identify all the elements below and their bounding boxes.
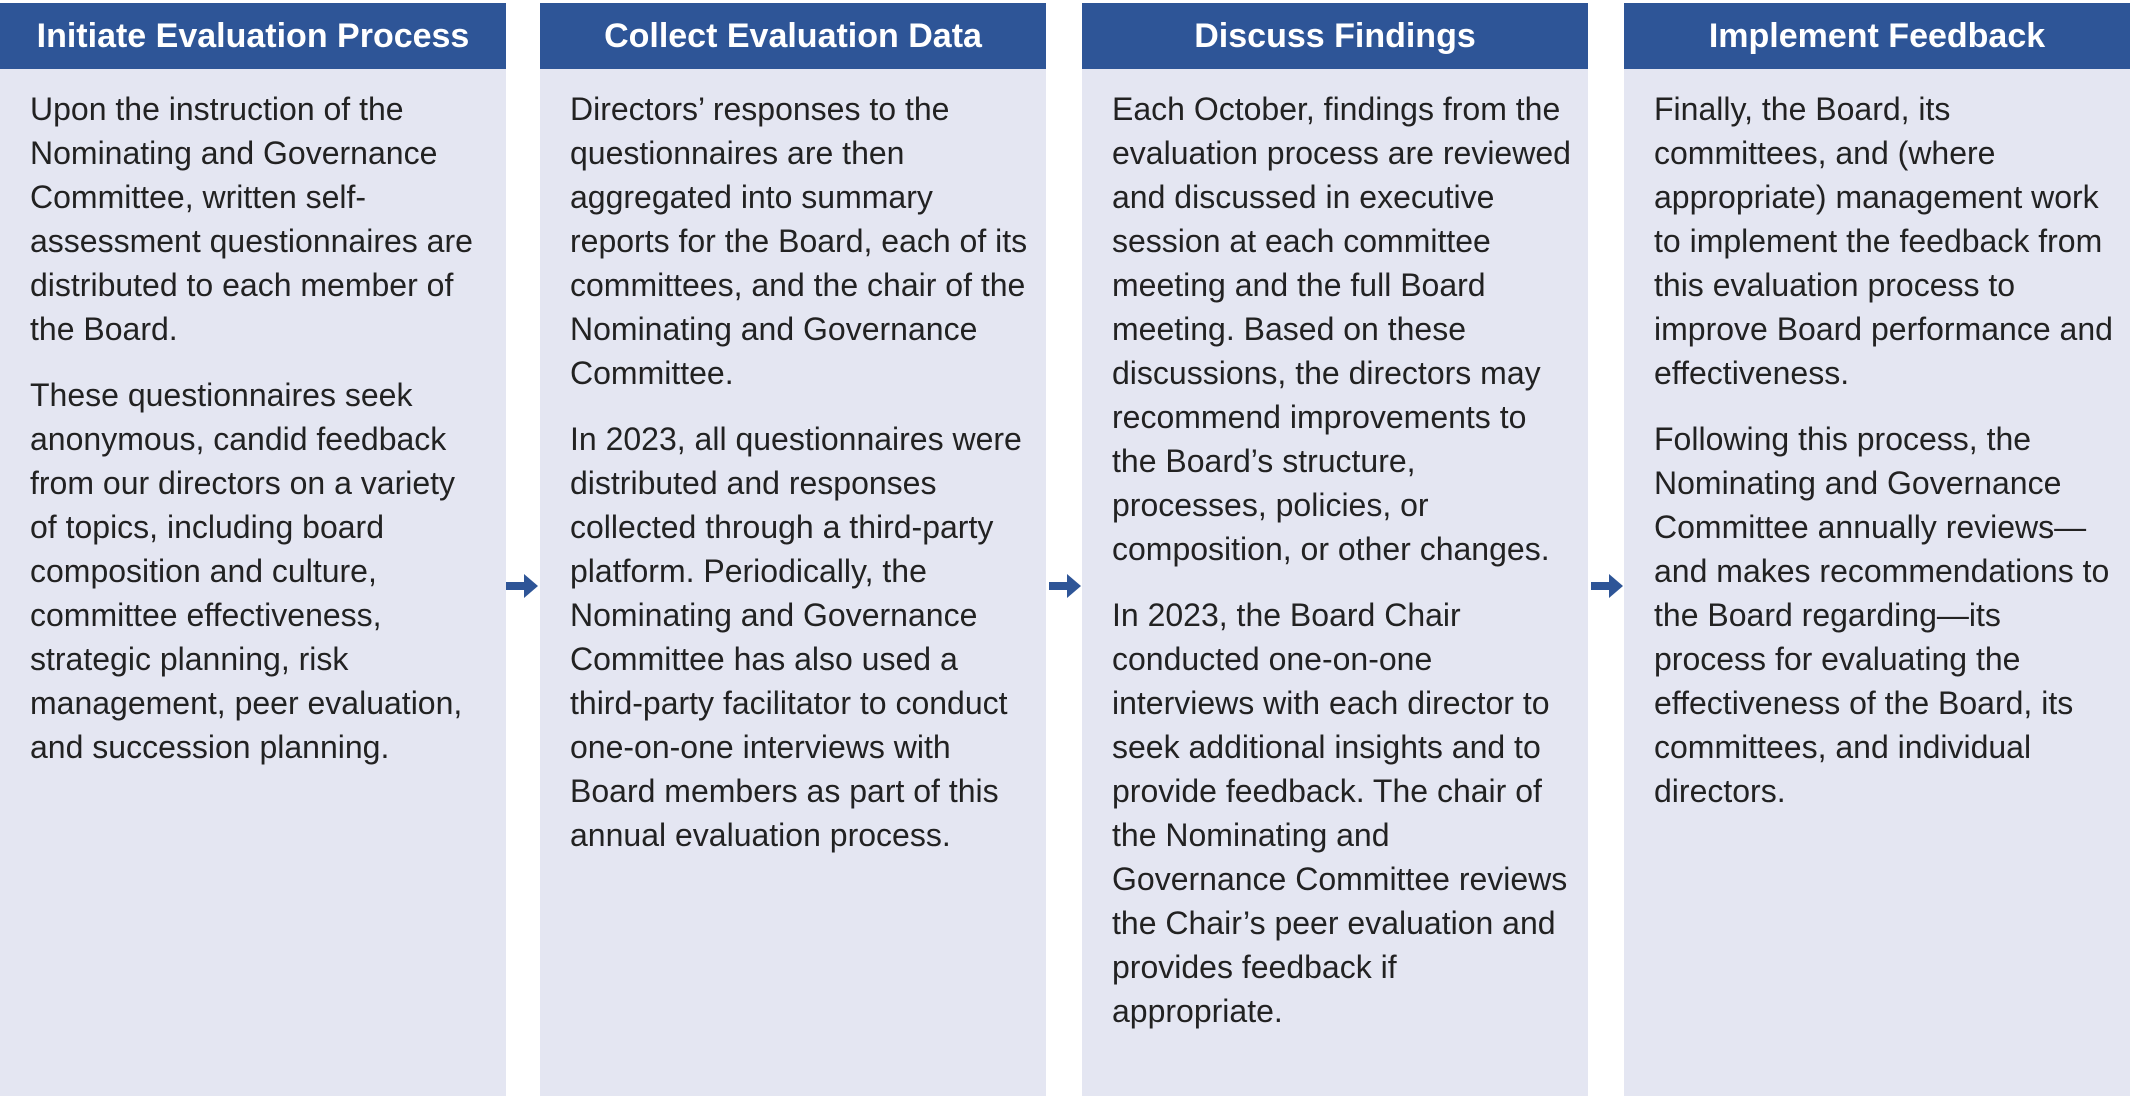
step-paragraph: Each October, findings from the evaluati…: [1112, 87, 1572, 571]
step-body: Finally, the Board, its committees, and …: [1624, 69, 2130, 813]
step-title: Implement Feedback: [1624, 3, 2130, 69]
step-title: Discuss Findings: [1082, 3, 1588, 69]
arrow-right-icon: [1047, 568, 1083, 604]
step-implement-feedback: Implement Feedback Finally, the Board, i…: [1624, 3, 2130, 1096]
step-body: Directors’ responses to the questionnair…: [540, 69, 1046, 857]
step-paragraph: Upon the instruction of the Nominating a…: [30, 87, 490, 351]
step-collect-evaluation-data: Collect Evaluation Data Directors’ respo…: [540, 3, 1046, 1096]
step-title: Collect Evaluation Data: [540, 3, 1046, 69]
step-paragraph: In 2023, all questionnaires were distrib…: [570, 417, 1030, 857]
step-paragraph: In 2023, the Board Chair conducted one-o…: [1112, 593, 1572, 1033]
step-paragraph: Directors’ responses to the questionnair…: [570, 87, 1030, 395]
step-paragraph: These questionnaires seek anonymous, can…: [30, 373, 490, 769]
arrow-right-icon: [1589, 568, 1625, 604]
step-body: Upon the instruction of the Nominating a…: [0, 69, 506, 769]
step-initiate-evaluation: Initiate Evaluation Process Upon the ins…: [0, 3, 506, 1096]
step-title: Initiate Evaluation Process: [0, 3, 506, 69]
step-discuss-findings: Discuss Findings Each October, findings …: [1082, 3, 1588, 1096]
step-body: Each October, findings from the evaluati…: [1082, 69, 1588, 1033]
arrow-right-icon: [504, 568, 540, 604]
step-paragraph: Finally, the Board, its committees, and …: [1654, 87, 2114, 395]
step-paragraph: Following this process, the Nominating a…: [1654, 417, 2114, 813]
